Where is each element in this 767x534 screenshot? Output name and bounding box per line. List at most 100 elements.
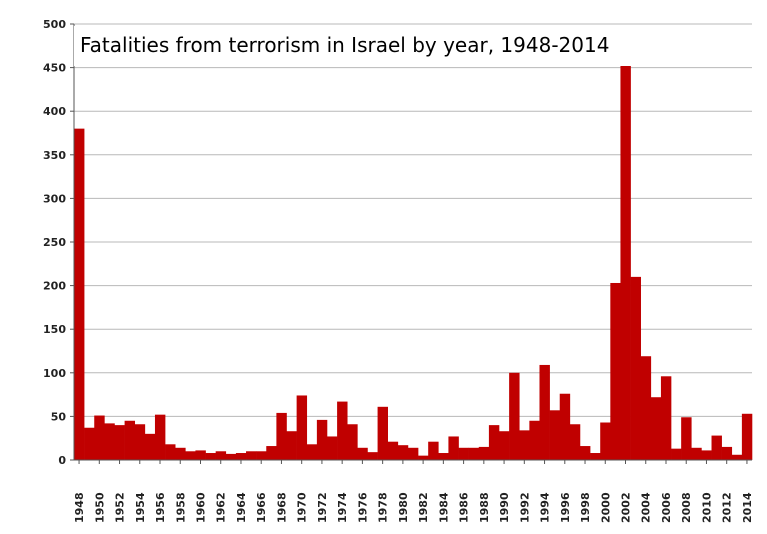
x-tick-label: 1950 (93, 492, 106, 523)
bar-1981 (407, 447, 419, 460)
bar-1950 (94, 415, 105, 460)
x-tick-label: 1982 (417, 492, 430, 523)
axes (70, 23, 752, 464)
title-background (74, 26, 686, 66)
bar-1979 (387, 441, 399, 460)
bar-1962 (215, 451, 227, 460)
bar-1978 (377, 406, 388, 460)
bar-1953 (124, 420, 136, 460)
bar-2012 (721, 446, 733, 460)
bar-1980 (397, 445, 409, 460)
bar-1968 (276, 412, 287, 460)
x-tick-label: 1952 (114, 492, 127, 523)
x-tick-label: 1986 (458, 492, 471, 523)
x-tick-label: 1956 (154, 492, 167, 523)
bar-1972 (316, 419, 328, 460)
bar-1958 (175, 447, 186, 460)
x-tick-label: 1974 (336, 492, 349, 523)
bar-1988 (478, 446, 490, 460)
y-tick-labels: 0 50 100 150 200 250 300 350 400 450 500 (43, 18, 66, 467)
bar-1993 (529, 420, 540, 460)
bar-2007 (671, 448, 682, 460)
bar-2011 (711, 435, 722, 460)
bar-1971 (306, 444, 318, 460)
x-tick-label: 2002 (620, 492, 633, 523)
x-tick-label: 1970 (296, 492, 309, 523)
x-tick-label: 2008 (680, 492, 693, 523)
x-tick-label: 1960 (194, 492, 207, 523)
bar-1948 (74, 128, 85, 460)
y-tick-label: 350 (43, 149, 66, 162)
bar-1986 (458, 447, 469, 460)
bar-1960 (195, 450, 206, 460)
x-tick-label: 1966 (255, 492, 268, 523)
chart-title: Fatalities from terrorism in Israel by y… (80, 33, 609, 57)
bar-2003 (630, 276, 641, 460)
bar-1996 (559, 393, 571, 460)
bar-1964 (235, 453, 247, 460)
y-tick-label: 50 (51, 410, 67, 423)
y-tick-label: 500 (43, 18, 66, 31)
bar-1990 (499, 431, 510, 460)
x-tick-label: 2004 (640, 492, 653, 523)
x-tick-label: 1992 (518, 492, 531, 523)
bar-1949 (84, 427, 95, 460)
y-tick-label: 400 (43, 105, 66, 118)
bar-1999 (590, 453, 601, 460)
y-tick-label: 200 (43, 280, 66, 293)
bar-1973 (326, 436, 338, 460)
bar-1954 (134, 424, 146, 460)
y-tick-label: 300 (43, 192, 66, 205)
x-tick-label: 1996 (559, 492, 572, 523)
bar-2008 (681, 417, 692, 460)
bar-series (74, 65, 753, 461)
bar-2001 (610, 282, 621, 460)
x-tick-label: 1968 (275, 492, 288, 523)
bar-1965 (246, 451, 257, 460)
x-tick-label: 1964 (235, 492, 248, 523)
x-tick-label: 1988 (478, 492, 491, 523)
x-tick-label: 2000 (599, 492, 612, 523)
x-tick-label: 1954 (134, 492, 147, 523)
x-tick-label: 1998 (579, 492, 592, 523)
bar-1992 (519, 430, 530, 460)
bar-1997 (569, 424, 581, 460)
x-tick-label: 2010 (700, 492, 713, 523)
y-tick-label: 250 (43, 236, 66, 249)
bar-1983 (428, 441, 439, 460)
bar-1969 (286, 431, 297, 460)
bar-2014 (741, 413, 753, 460)
bar-2013 (731, 454, 743, 460)
x-tick-label: 2006 (660, 492, 673, 523)
bar-1951 (104, 423, 115, 460)
bar-1977 (367, 452, 378, 460)
bar-1994 (539, 364, 550, 460)
y-tick-label: 0 (58, 454, 66, 467)
bar-2010 (701, 450, 712, 460)
x-tick-label: 2014 (741, 492, 754, 523)
y-tick-label: 450 (43, 62, 66, 75)
bar-2004 (640, 356, 652, 460)
x-tick-labels: 1948 1950 1952 1954 1956 1958 1960 1962 1964 1966… (73, 492, 754, 523)
bar-1991 (509, 372, 520, 460)
bar-1957 (165, 444, 176, 460)
x-tick-label: 1990 (498, 492, 511, 523)
bar-1998 (579, 446, 591, 460)
bar-1985 (448, 436, 459, 460)
x-tick-label: 1980 (397, 492, 410, 523)
bar-2002 (620, 65, 631, 461)
x-tick-label: 1994 (539, 492, 552, 523)
bar-1984 (438, 453, 449, 460)
bar-1989 (488, 425, 500, 460)
x-tick-label: 1976 (356, 492, 369, 523)
bar-1975 (347, 424, 358, 460)
x-tick-label: 1948 (73, 492, 86, 523)
bar-2000 (600, 422, 611, 460)
bar-2005 (650, 397, 662, 460)
bar-1955 (144, 433, 156, 460)
bar-1982 (418, 455, 429, 460)
bar-1976 (357, 447, 368, 460)
bar-1987 (468, 447, 480, 460)
gridlines (74, 23, 752, 417)
